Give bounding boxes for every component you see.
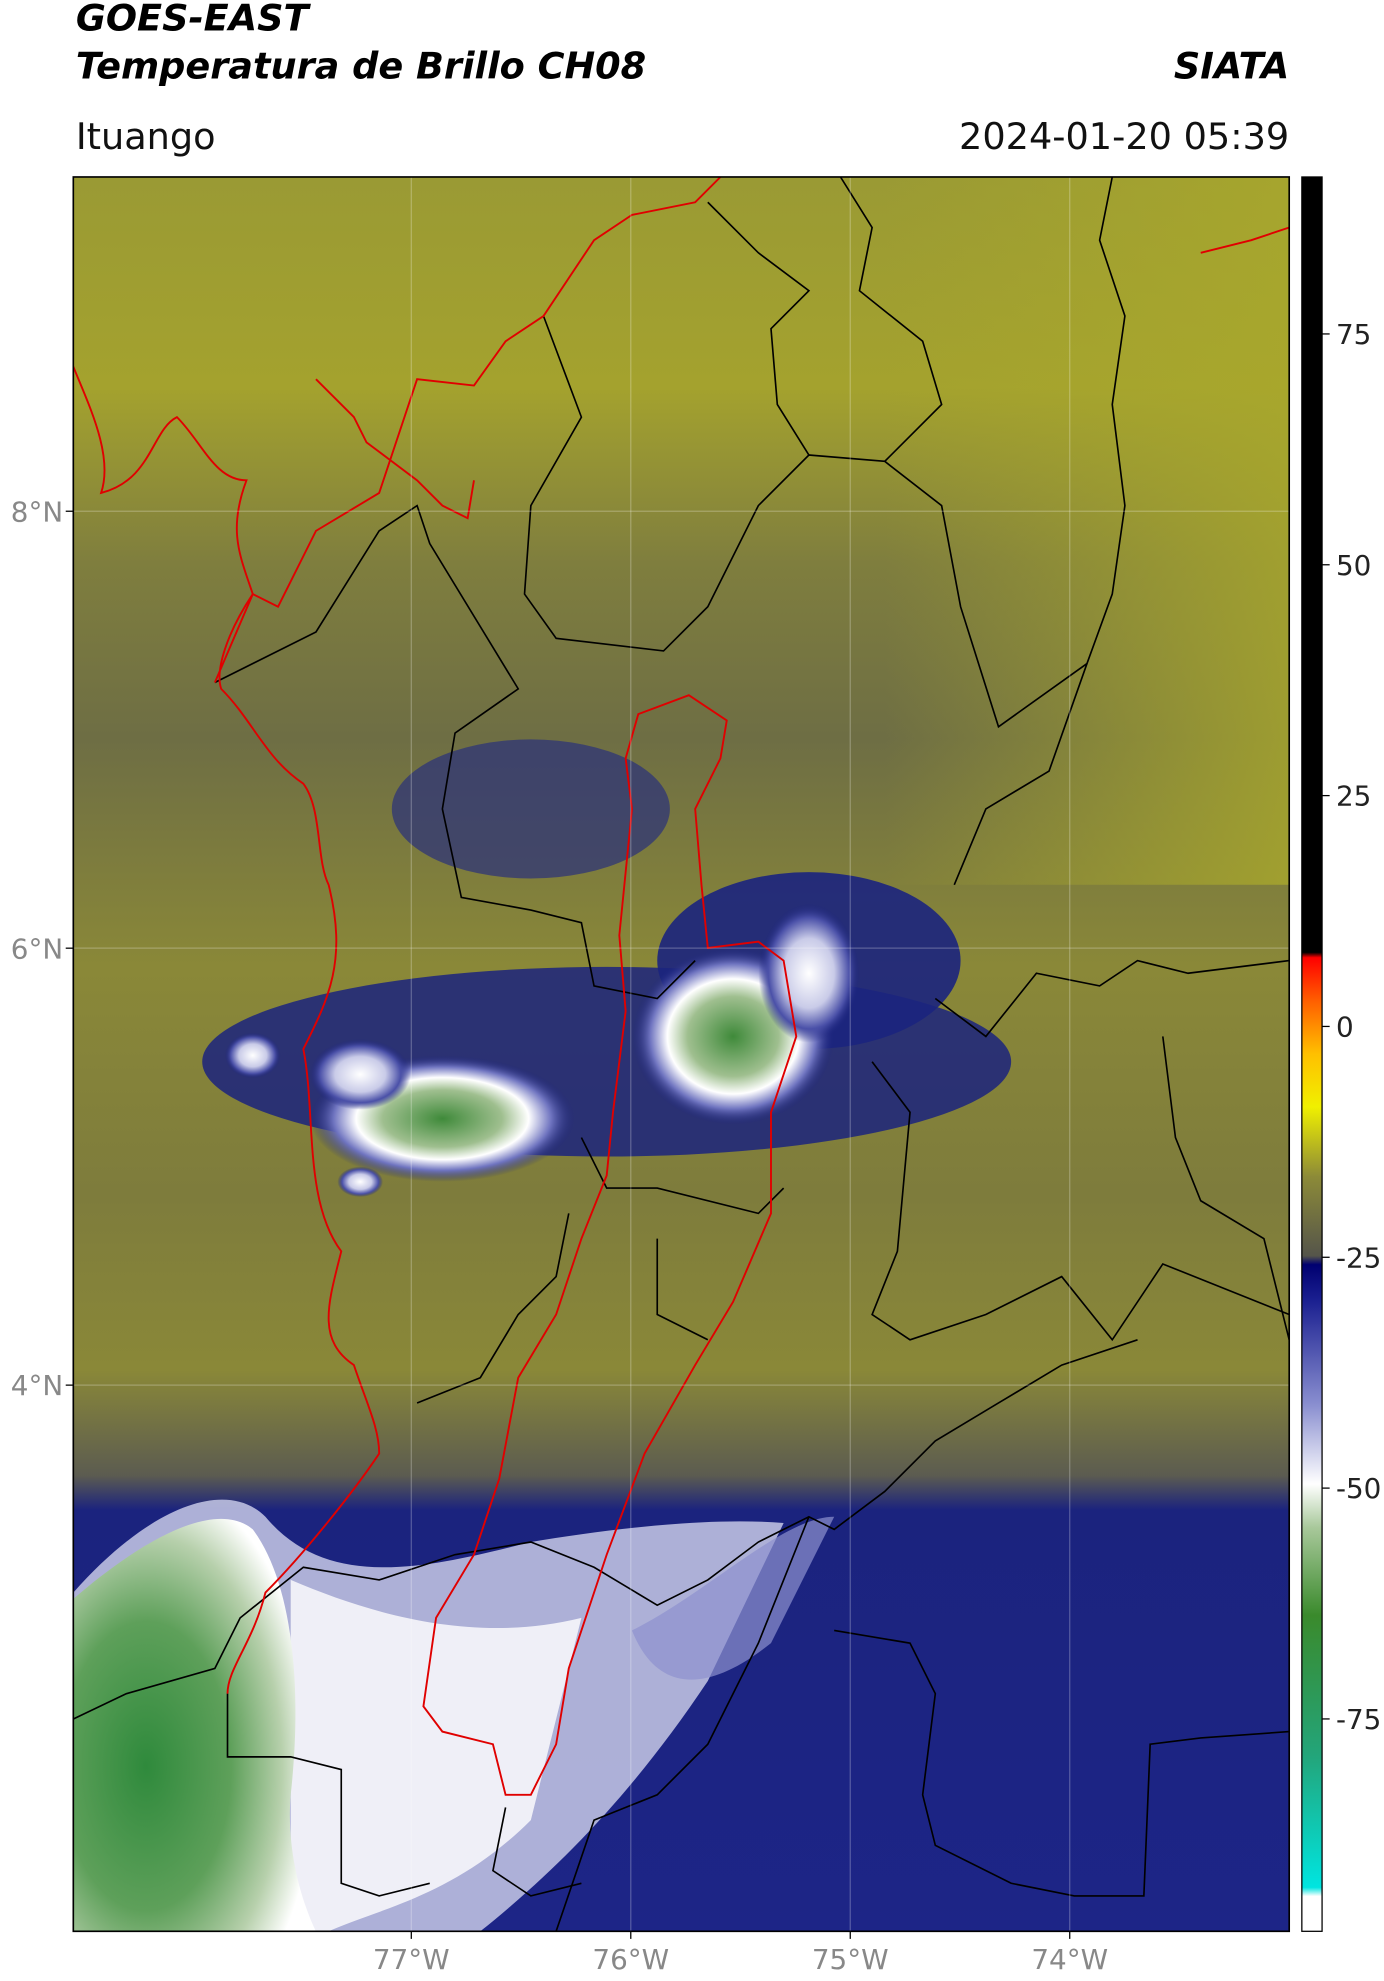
coast-and-basin: [73, 176, 1290, 1796]
colorbar-tick-label: 25: [1336, 780, 1371, 813]
lat-tick-label: 6°N: [11, 932, 63, 965]
lon-tick-label: 77°W: [373, 1943, 450, 1976]
lat-tick-label: 8°N: [11, 495, 63, 528]
convective-core: [758, 903, 860, 1043]
admin-boundaries: [73, 176, 1290, 1932]
satellite-image: [73, 176, 1290, 1932]
cloud-band: [391, 739, 670, 879]
map-frame: [72, 176, 1291, 1933]
convective-core: [224, 1032, 281, 1079]
cold-cloud-shield: [290, 1579, 582, 1932]
title: GOES-EAST: [76, 0, 312, 39]
lat-tick-label: 4°N: [11, 1369, 63, 1402]
cloud-streak: [631, 1516, 835, 1680]
source: SIATA: [1174, 44, 1289, 87]
lon-tick-label: 74°W: [1031, 1943, 1108, 1976]
location: Ituango: [76, 115, 216, 158]
convective-core: [309, 1038, 411, 1110]
lon-tick-label: 75°W: [812, 1943, 889, 1976]
colorbar-tick-label: -50: [1336, 1472, 1381, 1505]
lon-tick-label: 76°W: [592, 1943, 669, 1976]
colorbar: [1301, 176, 1323, 1932]
warm-region: [884, 176, 1290, 885]
graticule: [73, 176, 1290, 1932]
datetime: 2024-01-20 05:39: [959, 115, 1289, 158]
colorbar-tick-label: 50: [1336, 549, 1371, 582]
colorbar-tick-label: -25: [1336, 1241, 1381, 1274]
colorbar-tick-label: 75: [1336, 318, 1371, 351]
convective-core: [337, 1166, 383, 1197]
subtitle: Temperatura de Brillo CH08: [76, 44, 646, 87]
colorbar-tick-label: 0: [1336, 1011, 1354, 1044]
colorbar-tick-label: -75: [1336, 1703, 1381, 1736]
